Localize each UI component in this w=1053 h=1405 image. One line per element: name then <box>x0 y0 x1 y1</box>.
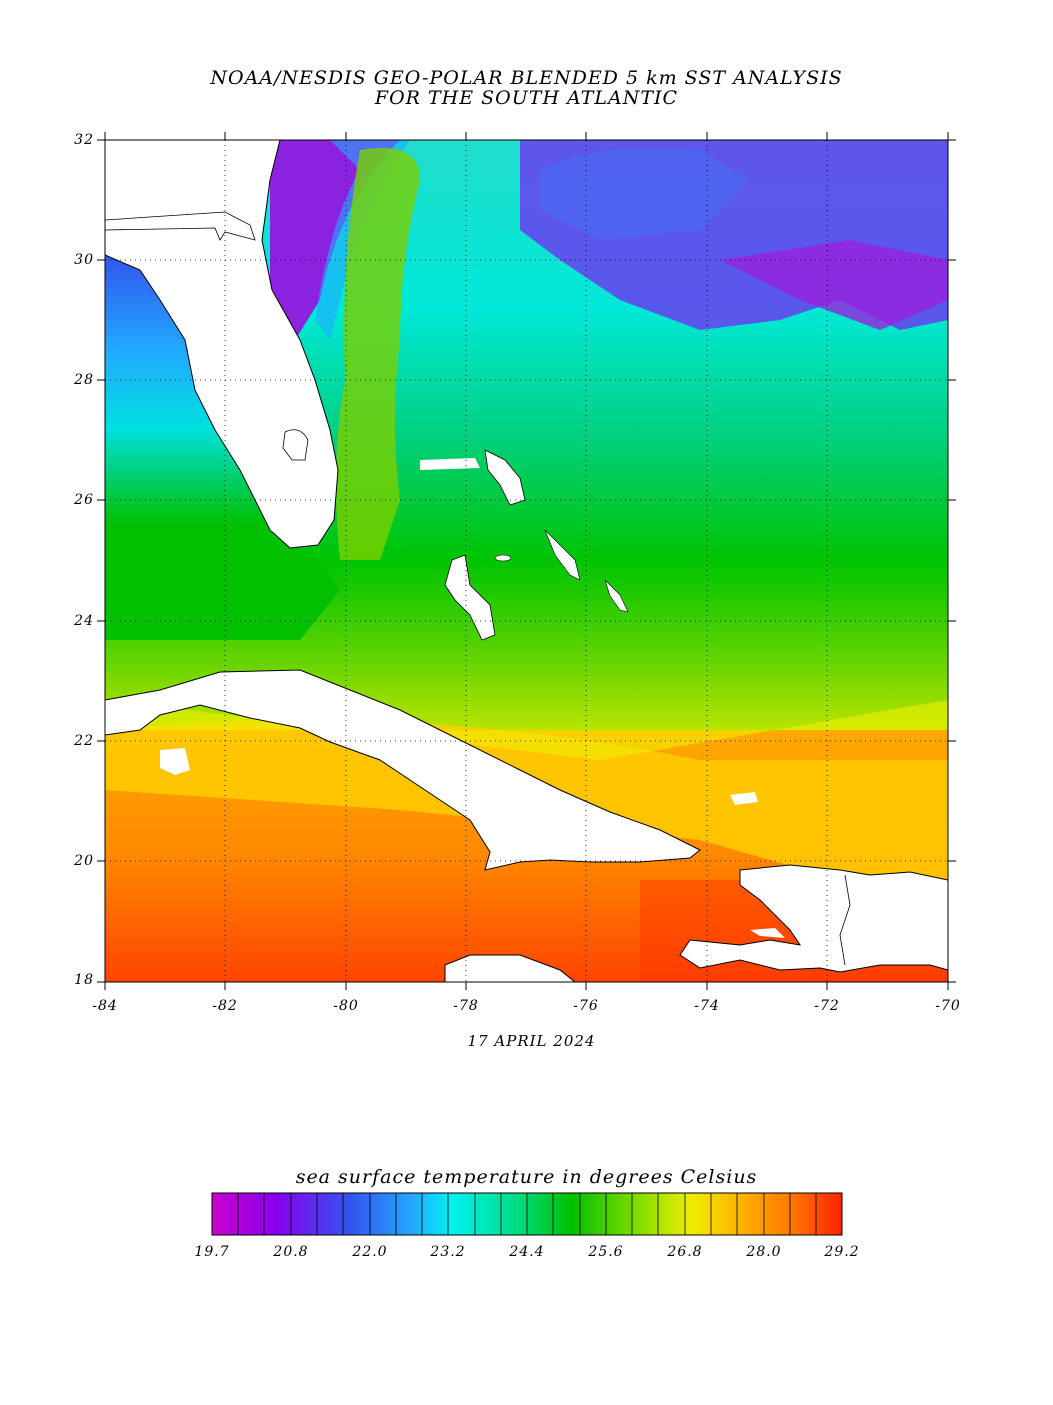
lon-label-84: -84 <box>92 998 118 1014</box>
lon-label-80: -80 <box>333 998 359 1014</box>
colorbar-label: 19.7 <box>194 1244 230 1260</box>
colorbar-label: 23.2 <box>430 1244 466 1260</box>
lon-label-82: -82 <box>212 998 238 1014</box>
axis-ticks <box>97 132 956 990</box>
lat-label-24: 24 <box>74 613 94 629</box>
lon-label-70: -70 <box>935 998 961 1014</box>
map-title-line1: NOAA/NESDIS GEO-POLAR BLENDED 5 km SST A… <box>210 67 843 89</box>
lat-lon-grid <box>105 140 948 982</box>
lat-label-18: 18 <box>74 972 94 988</box>
lat-label-30: 30 <box>74 252 94 268</box>
lon-label-78: -78 <box>453 998 479 1014</box>
lat-label-26: 26 <box>74 492 94 508</box>
map-frame <box>104 139 949 983</box>
colorbar-label: 29.2 <box>824 1244 860 1260</box>
lon-label-76: -76 <box>573 998 599 1014</box>
colorbar-label: 28.0 <box>746 1244 782 1260</box>
colorbar-label: 22.0 <box>352 1244 388 1260</box>
analysis-date: 17 APRIL 2024 <box>467 1032 596 1050</box>
colorbar-label: 24.4 <box>509 1244 545 1260</box>
lon-label-74: -74 <box>694 998 720 1014</box>
lon-label-72: -72 <box>814 998 840 1014</box>
lat-label-28: 28 <box>74 372 94 388</box>
colorbar-label: 25.6 <box>588 1244 624 1260</box>
colorbar-dividers <box>237 1193 817 1235</box>
lat-label-22: 22 <box>74 733 94 749</box>
map-title-line2: FOR THE SOUTH ATLANTIC <box>374 87 679 109</box>
lat-label-20: 20 <box>74 853 94 869</box>
lat-label-32: 32 <box>74 132 94 148</box>
colorbar-label: 26.8 <box>667 1244 703 1260</box>
sst-field <box>105 140 948 982</box>
colorbar-title: sea surface temperature in degrees Celsi… <box>295 1166 758 1188</box>
colorbar-label: 20.8 <box>273 1244 309 1260</box>
